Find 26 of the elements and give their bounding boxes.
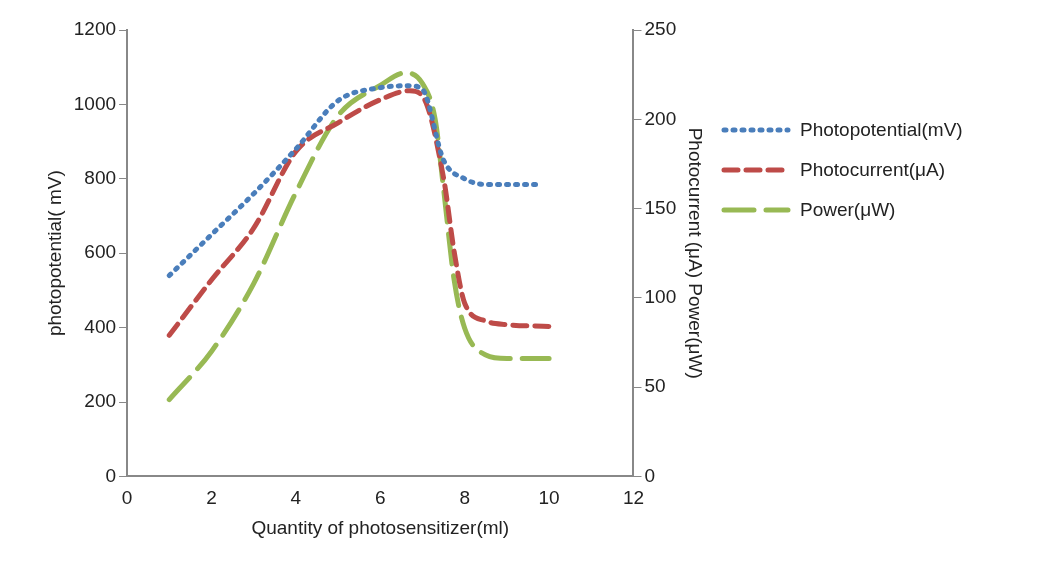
x-tick-label: 6 — [374, 487, 386, 509]
y-tick-label: 600 — [84, 241, 117, 263]
y2-tick-label: 0 — [644, 464, 656, 486]
y2-tick-label: 150 — [644, 196, 677, 218]
x-tick-label: 4 — [290, 487, 302, 509]
x-tick-label: 12 — [622, 487, 645, 509]
y2-tick-label: 100 — [644, 286, 677, 308]
x-axis-title: Quantity of photosensitizer(ml) — [251, 516, 510, 538]
y2-axis-title: Photocurrent (μA) Power(μW) — [685, 127, 707, 379]
y-tick-label: 1200 — [73, 18, 117, 40]
y2-tick-label: 250 — [644, 18, 677, 40]
x-tick-label: 8 — [459, 487, 470, 509]
y-tick-label: 200 — [84, 390, 117, 412]
y-axis-title: photopotential( mV) — [43, 170, 65, 337]
x-tick-label: 10 — [538, 487, 560, 509]
y-tick-label: 800 — [84, 167, 117, 189]
y-tick-label: 400 — [84, 315, 117, 337]
legend-label: Power(μW) — [800, 199, 896, 221]
y2-tick-label: 200 — [644, 107, 677, 129]
legend-label: Photocurrent(μA) — [800, 159, 946, 181]
y2-tick-label: 50 — [644, 375, 666, 397]
x-tick-label: 2 — [206, 487, 217, 509]
y-tick-label: 1000 — [73, 92, 117, 114]
y-tick-label: 0 — [105, 464, 117, 486]
x-tick-label: 0 — [121, 487, 133, 509]
legend-label: Photopotential(mV) — [800, 119, 963, 141]
